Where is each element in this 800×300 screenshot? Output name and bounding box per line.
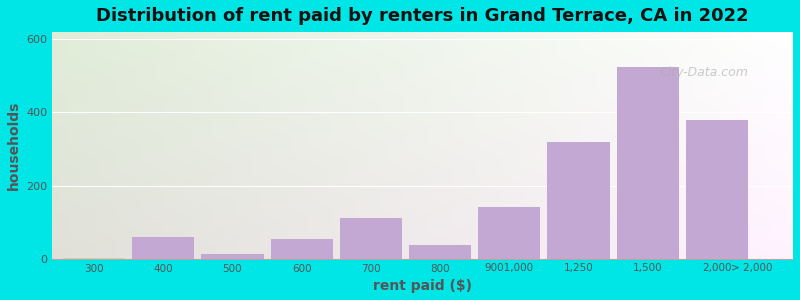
Bar bbox=[63, 258, 125, 259]
Title: Distribution of rent paid by renters in Grand Terrace, CA in 2022: Distribution of rent paid by renters in … bbox=[97, 7, 749, 25]
Bar bbox=[547, 142, 610, 259]
Bar bbox=[617, 67, 679, 259]
Bar bbox=[202, 254, 263, 259]
Text: City-Data.com: City-Data.com bbox=[660, 66, 749, 79]
Bar bbox=[409, 245, 471, 259]
X-axis label: rent paid ($): rent paid ($) bbox=[374, 279, 472, 293]
Bar bbox=[270, 238, 333, 259]
Y-axis label: households: households bbox=[7, 101, 21, 190]
Bar bbox=[478, 208, 541, 259]
Bar bbox=[686, 121, 748, 259]
Bar bbox=[340, 218, 402, 259]
Bar bbox=[132, 237, 194, 259]
